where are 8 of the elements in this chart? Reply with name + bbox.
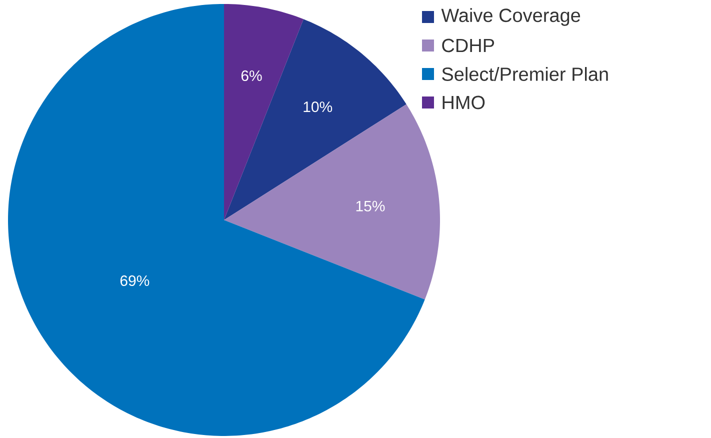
data-label: 10% [304, 102, 332, 112]
legend-label: HMO [442, 96, 485, 110]
legend-label: CDHP [442, 38, 494, 52]
legend-label: Waive Coverage [441, 8, 580, 26]
data-label: 69% [120, 275, 150, 286]
data-label: 6% [241, 70, 262, 82]
data-label: 15% [356, 200, 385, 212]
legend-label: Select/Premier Plan [442, 67, 608, 81]
